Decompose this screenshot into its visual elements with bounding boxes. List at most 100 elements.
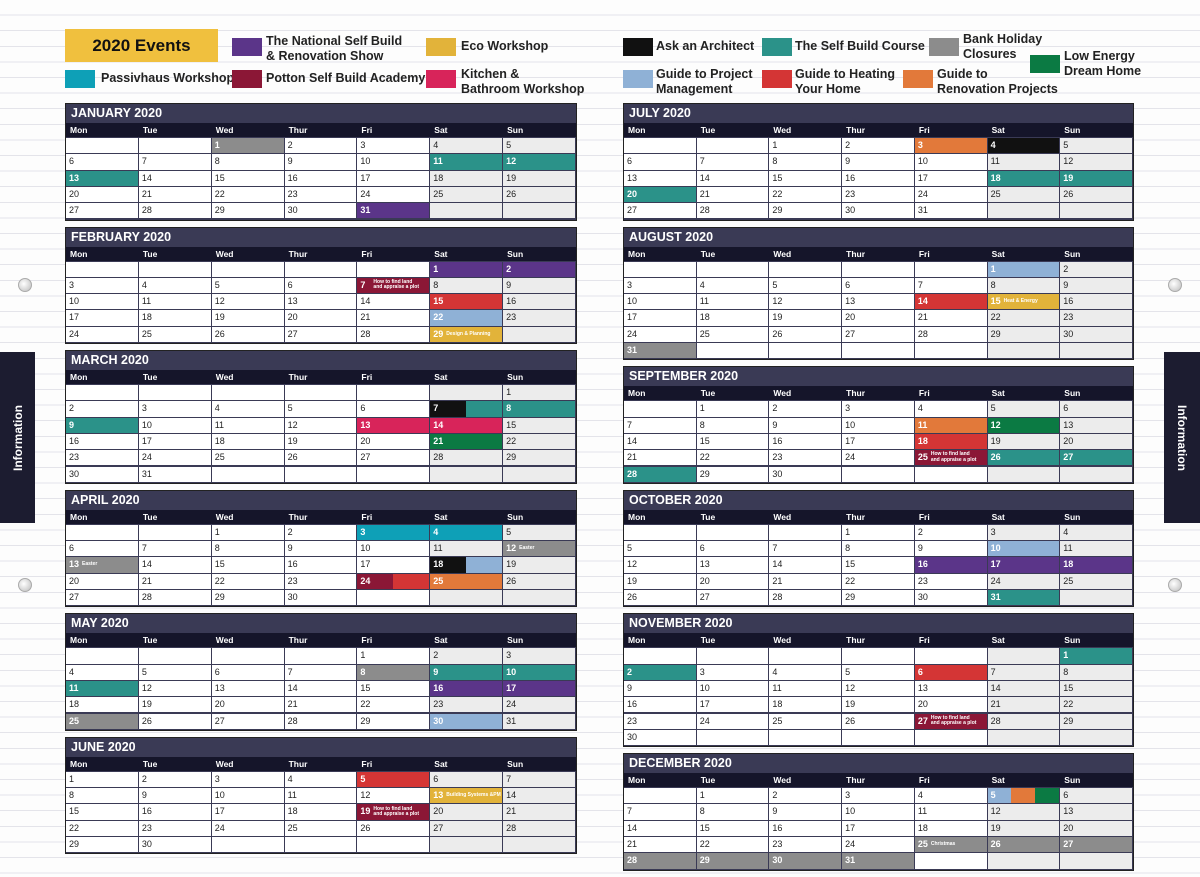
day-number: 14: [627, 822, 638, 833]
day-number: 10: [506, 666, 517, 677]
day-cell: [624, 541, 696, 557]
day-cell: [284, 401, 357, 417]
day-cell: [357, 820, 430, 836]
legend-swatch: [623, 70, 653, 88]
weekday: Sat: [991, 125, 1005, 135]
day-cell: [430, 466, 503, 482]
weekday: Wed: [215, 635, 234, 646]
day-number: 17: [360, 172, 371, 183]
day-number: 28: [772, 592, 783, 602]
day-number: 13: [433, 790, 444, 801]
day-cell: [624, 170, 696, 186]
weekday: Fri: [918, 511, 930, 522]
event-fill: [987, 261, 1060, 277]
day-number: 31: [990, 592, 1001, 602]
day-cell: [696, 680, 769, 697]
day-number: 14: [141, 172, 152, 183]
day-number: 21: [917, 312, 928, 323]
day-cell: [138, 837, 211, 853]
day-number: 2: [772, 403, 778, 414]
day-cell: [211, 788, 284, 804]
day-cell: [503, 771, 575, 788]
weekday: Wed: [215, 125, 234, 135]
day-number: 25: [214, 452, 225, 463]
day-cell: [503, 170, 575, 186]
day-cell: [211, 401, 284, 417]
weekday: Fri: [918, 248, 930, 259]
day-cell: [624, 680, 696, 697]
day-number: 29: [1063, 715, 1074, 726]
legend-label: Passivhaus Workshop: [101, 71, 235, 85]
day-number: 8: [1063, 666, 1069, 677]
day-cell: [138, 713, 211, 729]
day-number: 31: [627, 345, 638, 355]
day-cell: [66, 573, 138, 589]
day-number: 23: [627, 715, 638, 726]
day-cell: [987, 343, 1060, 359]
day-number: 10: [845, 806, 856, 817]
day-cell: [769, 729, 842, 746]
day-number: 20: [433, 806, 444, 817]
day-cell: [211, 541, 284, 557]
day-number: 11: [772, 682, 782, 693]
day-cell: [914, 524, 987, 541]
event-fill: [430, 261, 503, 277]
day-number: 13: [69, 172, 80, 183]
day-cell: [357, 433, 430, 450]
day-cell: [1060, 664, 1132, 680]
legend-swatch: [903, 70, 933, 88]
day-cell: [842, 788, 914, 804]
punch-hole: [1168, 278, 1182, 292]
day-number: 6: [627, 156, 633, 167]
day-cell: [357, 186, 430, 203]
day-cell: [357, 466, 430, 482]
day-number: 26: [214, 328, 225, 339]
day-number: 20: [360, 435, 371, 446]
day-number: 10: [214, 790, 225, 801]
weekday: Tue: [700, 388, 716, 399]
day-cell: [66, 837, 138, 853]
day-number: 3: [627, 279, 633, 290]
day-number: 12: [990, 806, 1001, 817]
day-cell: [624, 524, 696, 541]
day-cell: [138, 648, 211, 664]
day-number: 11: [141, 296, 152, 307]
day-number: 10: [917, 156, 928, 167]
event-fill: [357, 417, 430, 433]
weekday: Tue: [700, 775, 716, 786]
day-number: 3: [917, 140, 923, 150]
day-number: 30: [69, 468, 80, 479]
day-number: 30: [772, 468, 783, 479]
legend-swatch: [929, 38, 959, 56]
day-cell: [624, 401, 696, 417]
day-cell: [284, 804, 357, 820]
weekday: Mon: [70, 372, 88, 382]
day-cell: [987, 680, 1060, 697]
day-number: 13: [627, 172, 638, 183]
day-number: 27: [699, 592, 710, 602]
weekday: Thur: [288, 248, 308, 259]
weekday: Thur: [846, 248, 866, 259]
weekday: Fri: [918, 775, 930, 786]
day-cell: [284, 433, 357, 450]
event-note: Design & Planning: [446, 330, 491, 337]
day-number: 2: [917, 526, 923, 537]
day-number: 27: [433, 822, 444, 833]
event-fill: [430, 310, 503, 326]
event-fill: [987, 557, 1060, 573]
day-cell: [66, 294, 138, 310]
day-number: 14: [990, 682, 1001, 693]
day-number: 16: [141, 806, 152, 817]
day-cell: [696, 664, 769, 680]
day-number: 25: [990, 188, 1001, 199]
day-cell: [284, 697, 357, 713]
day-cell: [284, 186, 357, 203]
day-number: 5: [506, 140, 512, 150]
day-number: 2: [506, 263, 512, 274]
day-cell: [211, 203, 284, 219]
day-cell: [624, 138, 696, 154]
weekday: Sun: [507, 372, 524, 382]
day-cell: [696, 343, 769, 359]
day-cell: [211, 417, 284, 433]
day-cell: [696, 804, 769, 820]
